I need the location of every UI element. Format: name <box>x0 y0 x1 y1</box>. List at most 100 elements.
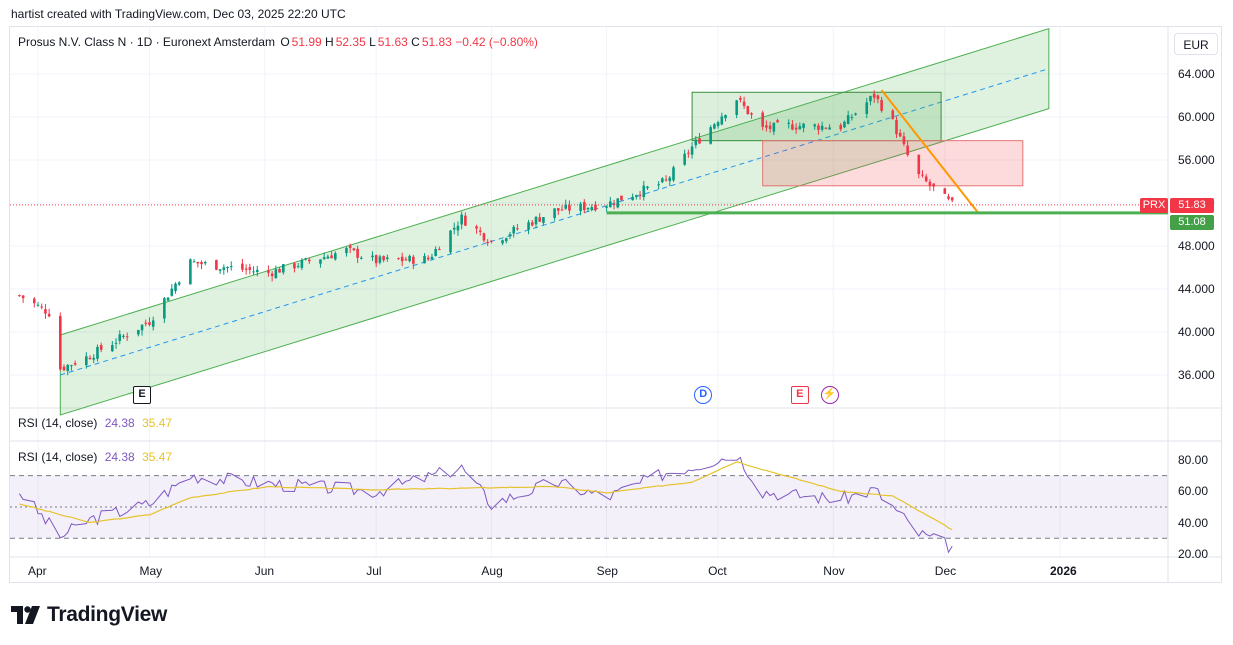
time-tick-label: Jul <box>366 564 382 578</box>
candle-body <box>943 188 947 194</box>
candle-body <box>605 206 608 208</box>
red-rectangle <box>762 140 1024 187</box>
candle-body <box>798 126 802 130</box>
candle-body <box>646 186 649 189</box>
candle-body <box>96 346 99 359</box>
candle-body <box>32 298 36 304</box>
dividend-icon[interactable]: D <box>694 386 713 404</box>
rsi-legend-upper[interactable]: RSI (14, close) 24.38 35.47 <box>18 416 172 430</box>
symbol-legend[interactable]: Prosus N.V. Class N · 1D · Euronext Amst… <box>18 35 538 49</box>
time-tick-label: Sep <box>596 564 618 578</box>
rsi-ma-line <box>19 461 953 531</box>
candle-body <box>330 255 333 259</box>
rsi-pane <box>10 456 1168 554</box>
candle-body <box>898 132 902 137</box>
symbol-tag: PRX <box>1140 198 1168 213</box>
candle-body <box>854 113 857 115</box>
candle-body <box>319 259 322 264</box>
candle-body <box>278 269 281 273</box>
earnings-upcoming-icon[interactable]: E <box>790 386 809 404</box>
candle-body <box>560 209 564 211</box>
earnings-icon[interactable]: E <box>133 386 152 404</box>
candle-body <box>556 208 560 211</box>
candle-body <box>794 127 798 130</box>
candle-body <box>824 127 828 129</box>
candles <box>18 90 954 376</box>
candle-body <box>746 106 750 115</box>
drawings <box>10 27 1168 416</box>
candle-body <box>352 248 356 251</box>
candle-body <box>947 196 950 199</box>
candle-body <box>583 202 586 211</box>
rsi-value: 24.38 <box>104 450 135 464</box>
split-icon[interactable]: ⚡ <box>820 386 839 404</box>
candle-body <box>880 100 883 111</box>
candle-body <box>869 96 872 102</box>
rsi-legend-lower[interactable]: RSI (14, close) 24.38 35.47 <box>18 450 172 464</box>
candle-body <box>386 257 389 259</box>
candle-body <box>255 269 259 272</box>
candle-body <box>906 145 909 156</box>
channel-midline <box>60 68 1049 376</box>
tradingview-logo[interactable]: TradingView <box>11 603 167 627</box>
price-tick-label: 36.000 <box>1178 368 1215 382</box>
candle-body <box>426 257 430 260</box>
candle-body <box>716 122 720 127</box>
candle-body <box>735 100 738 115</box>
candle-body <box>876 95 880 100</box>
candle-body <box>304 258 307 260</box>
candle-body <box>687 152 690 154</box>
grid <box>10 27 1168 557</box>
candle-body <box>616 198 620 208</box>
candle-body <box>490 240 493 242</box>
candle-body <box>21 295 25 299</box>
rsi-label: RSI (14, close) <box>18 416 98 430</box>
candle-body <box>148 322 151 325</box>
candle-body <box>501 240 504 244</box>
candle-body <box>99 345 103 350</box>
candle-body <box>750 113 753 115</box>
candle-body <box>114 342 118 344</box>
candle-body <box>609 201 612 208</box>
symbol-name: Prosus N.V. Class N · 1D · Euronext Amst… <box>18 35 275 49</box>
candle-body <box>586 207 590 210</box>
price-tick-label: 64.000 <box>1178 67 1215 81</box>
candle-body <box>456 225 460 231</box>
candle-body <box>486 241 489 244</box>
candle-body <box>694 139 698 146</box>
candle-body <box>300 260 304 268</box>
candle-body <box>902 136 906 144</box>
price-tick-label: 56.000 <box>1178 153 1215 167</box>
candle-body <box>397 258 400 260</box>
chart-frame <box>9 26 1222 583</box>
price-tick-label: 48.000 <box>1178 239 1215 253</box>
rsi-label: RSI (14, close) <box>18 450 98 464</box>
candle-body <box>452 227 456 230</box>
time-tick-label: Aug <box>481 564 503 578</box>
currency-button[interactable]: EUR <box>1174 33 1218 55</box>
rsi-ma-value: 35.47 <box>142 450 173 464</box>
candle-body <box>248 267 252 270</box>
candle-body <box>787 122 791 124</box>
candle-body <box>18 295 21 297</box>
candle-body <box>564 204 568 209</box>
candle-body <box>334 253 337 260</box>
green-rectangle <box>691 91 942 142</box>
candle-body <box>579 203 582 212</box>
candle-body <box>620 195 623 201</box>
tradingview-logo-icon <box>11 606 40 624</box>
candle-body <box>408 255 411 262</box>
candle-body <box>657 184 660 186</box>
candle-body <box>382 256 385 261</box>
high-value: 52.35 <box>335 35 366 49</box>
candle-body <box>638 194 642 196</box>
candle-body <box>252 271 255 273</box>
candle-body <box>92 357 96 360</box>
candle-body <box>218 269 222 271</box>
candle-body <box>813 124 817 127</box>
rsi-value: 24.38 <box>104 416 135 430</box>
candle-body <box>527 222 530 230</box>
candle-body <box>423 256 426 264</box>
candle-body <box>378 256 382 263</box>
